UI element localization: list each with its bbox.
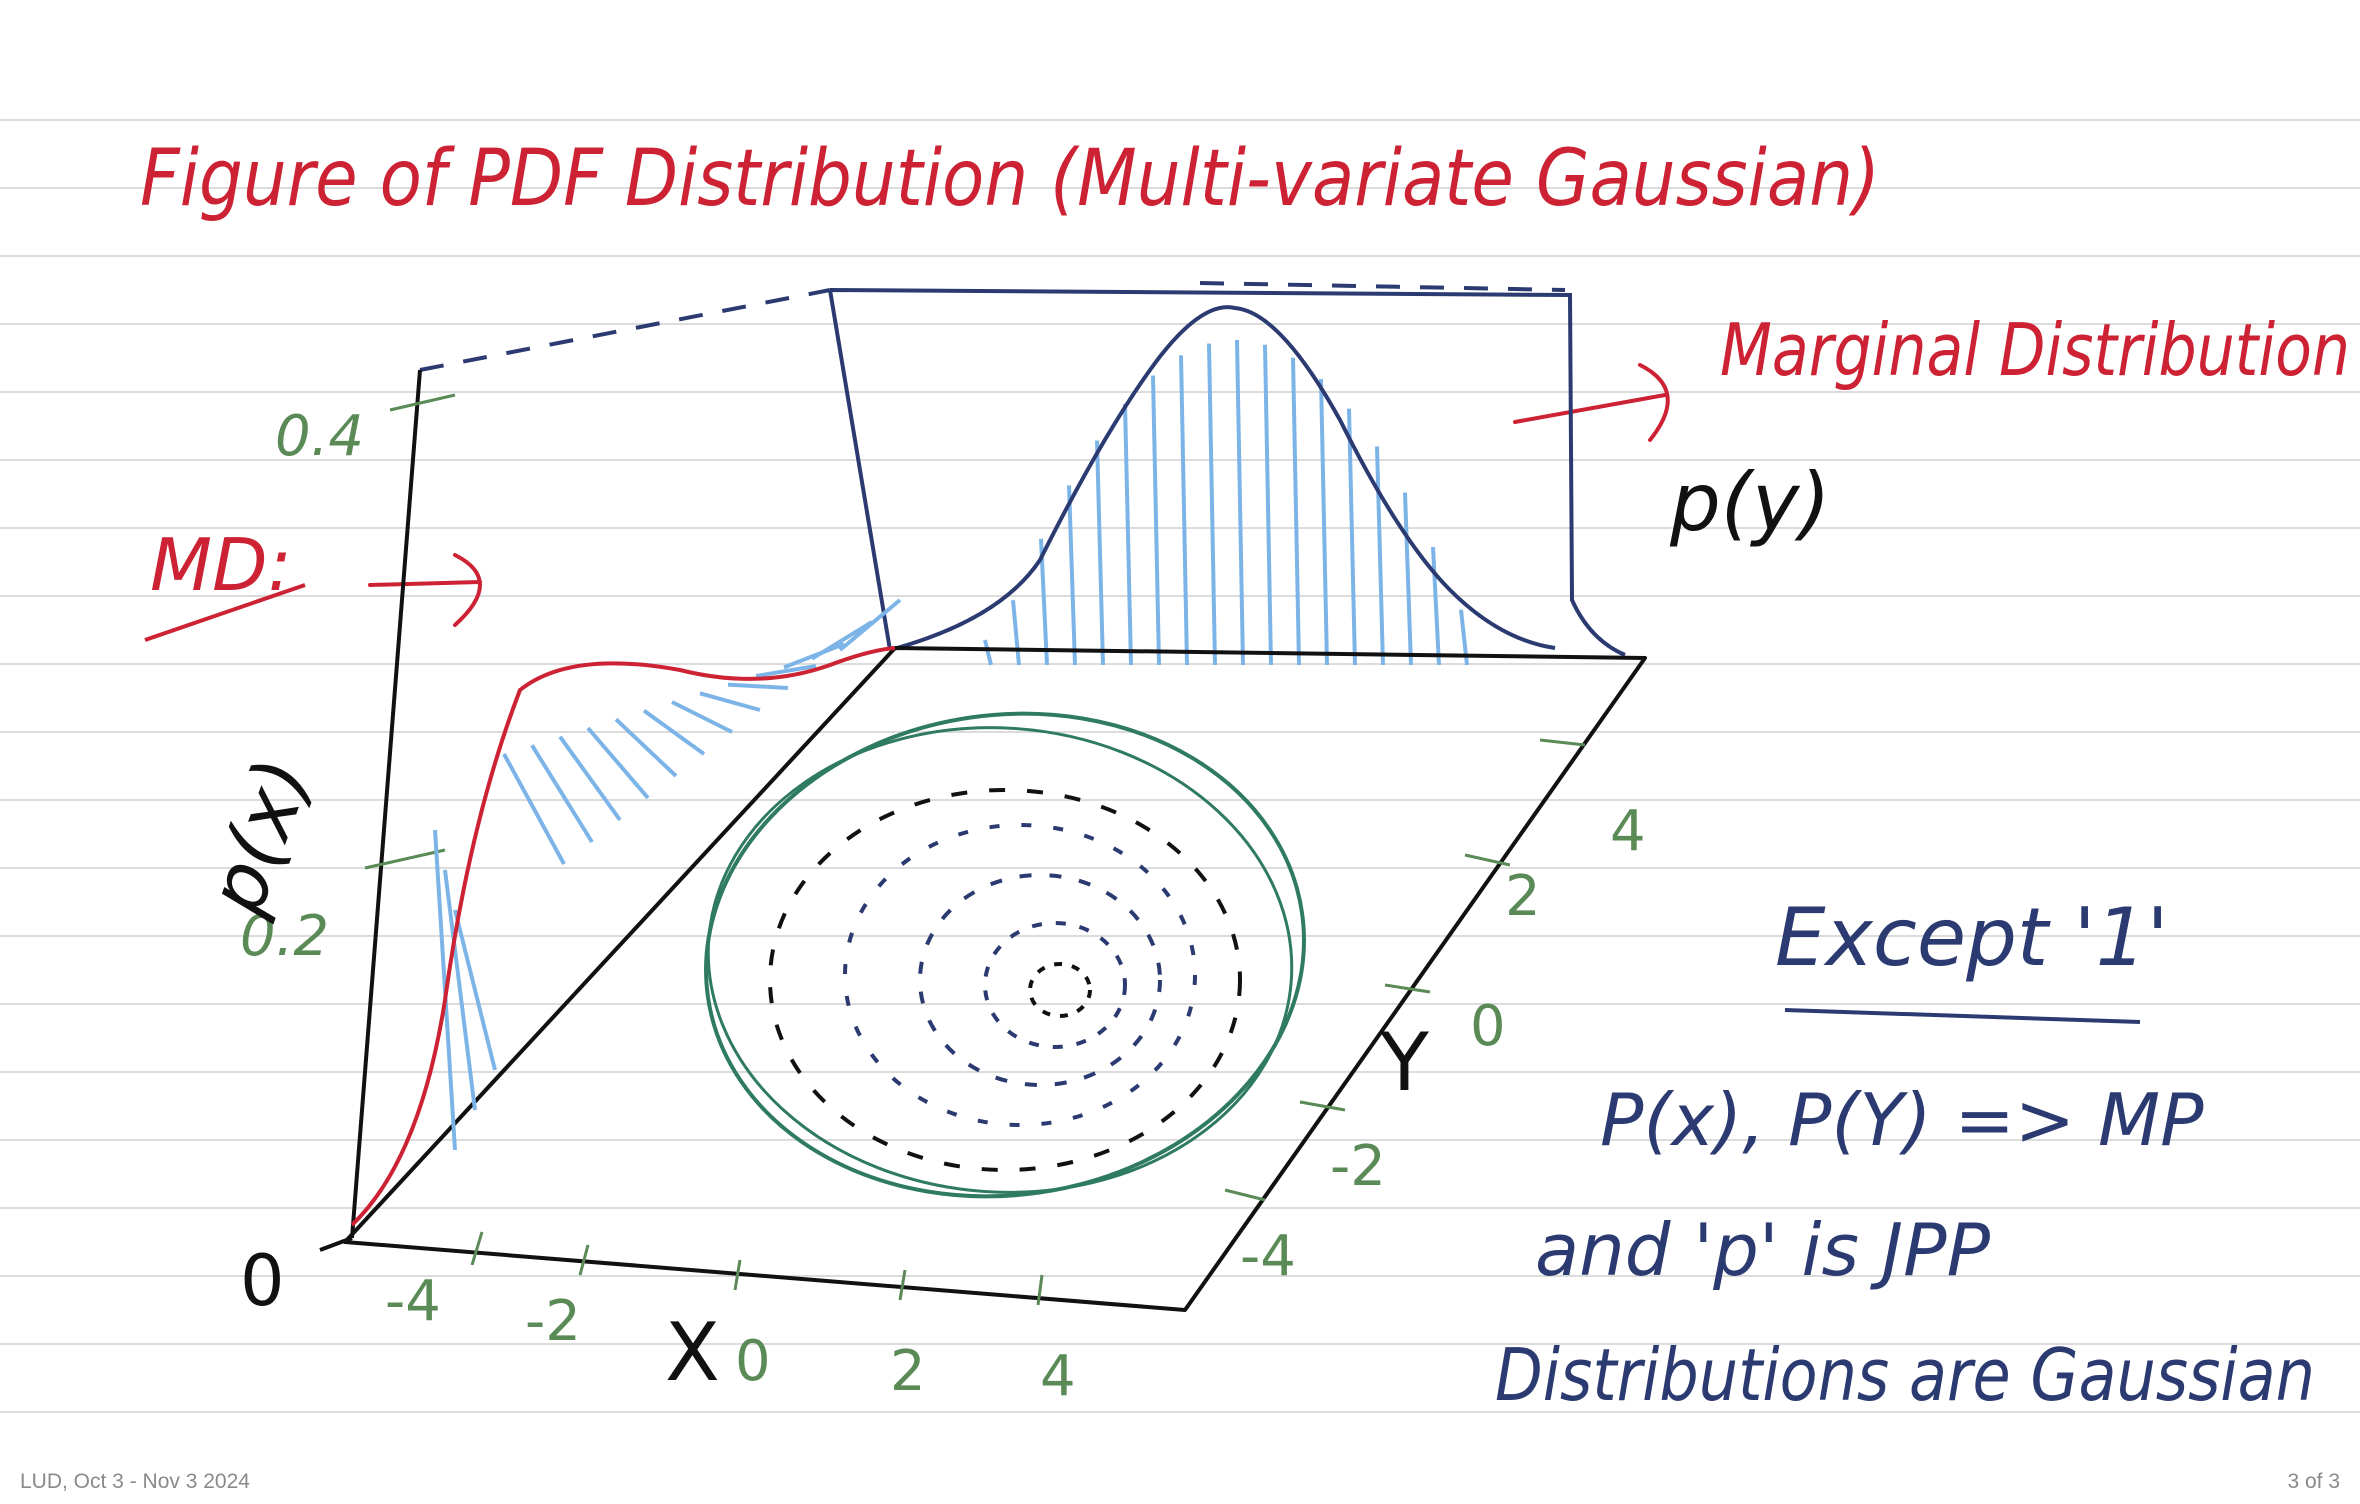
py-hatch-line bbox=[1375, 446, 1385, 666]
py-label: p(y) bbox=[1669, 456, 1831, 549]
joint-contours bbox=[704, 711, 1306, 1199]
y-tick-neg2: -2 bbox=[1330, 1134, 1386, 1199]
px-hatch-line bbox=[614, 717, 678, 778]
y-tick-neg4: -4 bbox=[1240, 1224, 1296, 1289]
py-hatch-line bbox=[1207, 343, 1217, 666]
notes-line-1: P(x), P(Y) => MP bbox=[1600, 1078, 2204, 1162]
px-axis-ticks bbox=[364, 393, 456, 870]
py-hatch-line bbox=[1011, 600, 1021, 666]
py-hatch-line bbox=[1431, 546, 1441, 666]
py-hatch-line bbox=[1319, 379, 1329, 666]
py-hatch-line bbox=[1235, 339, 1245, 666]
ground-plane bbox=[343, 646, 1647, 1312]
px-tick-04: 0.4 bbox=[275, 404, 364, 469]
px-hatch-line bbox=[453, 909, 497, 1071]
x-tick-neg4: -4 bbox=[385, 1269, 441, 1334]
px-hatch-line bbox=[443, 869, 477, 1111]
py-hatch-line bbox=[1151, 375, 1161, 666]
marginal-panel-dash bbox=[419, 281, 1566, 372]
md-arrow bbox=[368, 553, 482, 627]
md-underline bbox=[144, 583, 306, 642]
px-axis bbox=[319, 369, 422, 1252]
notes-line-3: Distributions are Gaussian bbox=[1495, 1333, 2315, 1417]
md-label: MD: bbox=[150, 523, 292, 607]
px-tick-02: 0.2 bbox=[240, 904, 329, 969]
px-hatch-line bbox=[838, 598, 902, 652]
y-axis-ticks bbox=[1224, 738, 1586, 1202]
x-axis-ticks bbox=[470, 1231, 1044, 1306]
px-hatch-line bbox=[586, 726, 650, 800]
px-hatch-line bbox=[530, 744, 594, 844]
py-hatch-line bbox=[983, 639, 993, 666]
notes-heading: Except '1' bbox=[1775, 891, 2169, 984]
notes-line-2: and 'p' is JPP bbox=[1535, 1208, 1991, 1292]
x-tick-neg2: -2 bbox=[525, 1289, 581, 1354]
py-hatching bbox=[983, 339, 1469, 666]
y-tick-0: 0 bbox=[1470, 994, 1506, 1059]
py-hatch-line bbox=[1347, 408, 1357, 666]
px-hatch-line bbox=[727, 682, 789, 690]
py-curve bbox=[889, 305, 1556, 652]
px-curve bbox=[350, 646, 896, 1227]
px-label: p(x) bbox=[191, 747, 329, 926]
page-title: Figure of PDF Distribution (Multi-variat… bbox=[140, 134, 1880, 224]
origin-label: 0 bbox=[240, 1240, 285, 1322]
x-axis-name: X bbox=[665, 1306, 720, 1399]
px-hatch-line bbox=[642, 709, 706, 756]
py-hatch-line bbox=[1403, 492, 1413, 666]
y-axis-name: Y bbox=[1379, 1016, 1430, 1109]
footer-page-counter: 3 of 3 bbox=[2287, 1470, 2340, 1493]
py-hatch-line bbox=[1263, 344, 1273, 666]
px-hatch-line bbox=[699, 691, 761, 712]
py-hatch-line bbox=[1123, 403, 1133, 666]
marginal-arrow bbox=[1513, 363, 1670, 442]
ruled-lines bbox=[0, 119, 2360, 1413]
y-tick-4: 4 bbox=[1610, 799, 1646, 864]
py-hatch-line bbox=[1291, 357, 1301, 666]
x-tick-0: 0 bbox=[735, 1329, 771, 1394]
py-hatch-line bbox=[1179, 355, 1189, 666]
marginal-distribution-label: Marginal Distribution bbox=[1720, 308, 2350, 392]
px-hatch-line bbox=[671, 700, 733, 734]
marginal-panel-frame bbox=[828, 288, 1626, 657]
py-hatch-line bbox=[1095, 440, 1105, 666]
x-tick-4: 4 bbox=[1040, 1344, 1076, 1409]
px-hatch-line bbox=[502, 753, 566, 865]
px-hatch-line bbox=[558, 735, 622, 822]
py-hatch-line bbox=[1067, 485, 1077, 666]
px-hatch-line bbox=[755, 664, 817, 678]
footer-notebook-info: LUD, Oct 3 - Nov 3 2024 bbox=[20, 1470, 250, 1493]
x-tick-2: 2 bbox=[890, 1339, 926, 1404]
y-tick-2: 2 bbox=[1505, 864, 1541, 929]
notes-heading-underline bbox=[1784, 1008, 2141, 1024]
px-hatch-line bbox=[810, 620, 874, 661]
